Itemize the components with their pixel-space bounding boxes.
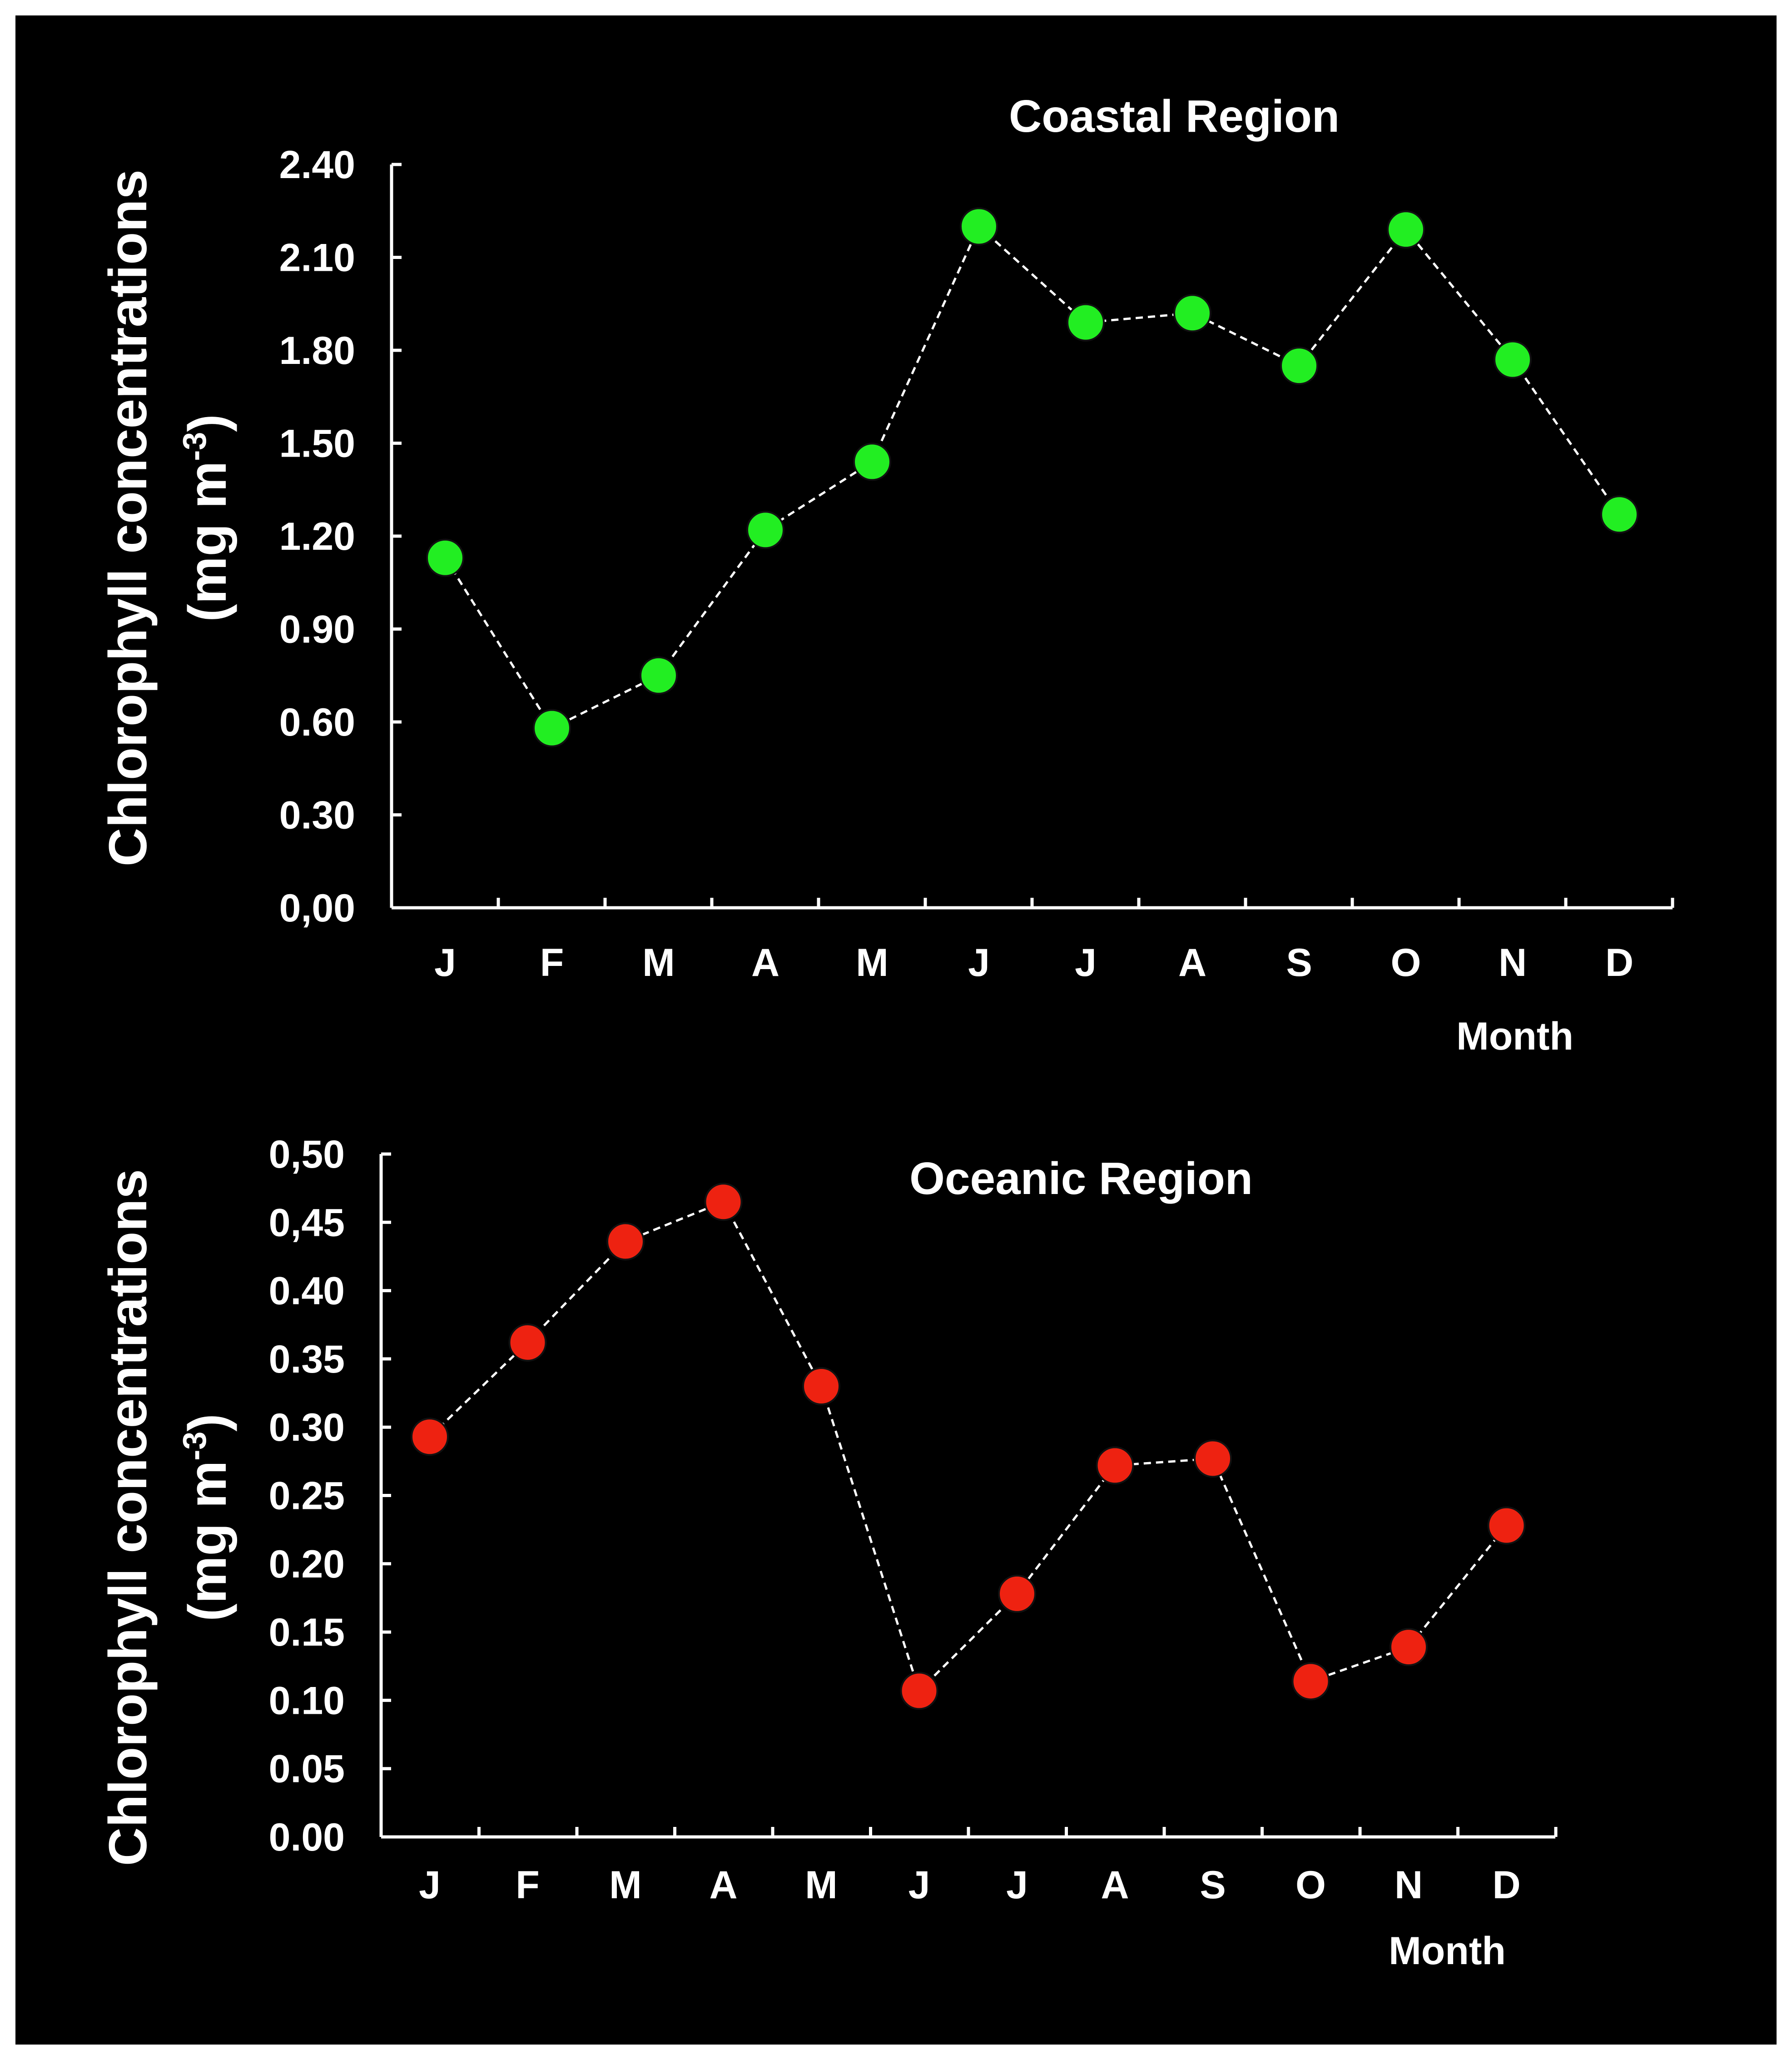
coastal-data-point <box>533 709 571 747</box>
oceanic-data-point <box>606 1222 645 1261</box>
oceanic-y-tick-label: 0.40 <box>269 1269 345 1313</box>
oceanic-y-axis-label: Chlorophyll concentrations (mg m-3) <box>98 1169 238 1866</box>
oceanic-x-tick-label: D <box>1492 1863 1520 1907</box>
oceanic-y-tick-label: 0,45 <box>269 1201 345 1244</box>
coastal-y-tick-label: 0,00 <box>279 886 355 930</box>
coastal-y-tick-label: 2.40 <box>279 143 355 187</box>
coastal-data-point <box>640 656 678 695</box>
coastal-y-axis-label-sup: -3 <box>177 432 213 461</box>
oceanic-x-tick-label: J <box>908 1863 930 1907</box>
oceanic-data-point <box>1291 1662 1330 1701</box>
coastal-y-tick-label: 2.10 <box>279 236 355 280</box>
oceanic-chart: Oceanic Region Chlorophyll concentration… <box>98 1133 1558 1973</box>
oceanic-y-tick-label: 0.00 <box>269 1816 345 1859</box>
oceanic-y-tick-label: 0.30 <box>269 1406 345 1449</box>
oceanic-x-tick-label: M <box>805 1863 838 1907</box>
coastal-x-tick-label: F <box>540 941 564 985</box>
coastal-y-ticks: 0,00 0.30 0.60 0.90 1.20 1.50 1.80 2.10 2.40 <box>279 143 402 930</box>
coastal-series-line <box>444 224 1621 730</box>
oceanic-data-point <box>900 1672 938 1710</box>
coastal-data-point <box>1494 340 1532 379</box>
oceanic-y-axis-label-sup: -3 <box>177 1432 213 1461</box>
coastal-x-tick-label: A <box>1178 941 1206 985</box>
oceanic-data-point <box>1487 1506 1526 1545</box>
coastal-y-axis-label-line2: (mg m-3) <box>177 414 238 622</box>
oceanic-data-point <box>704 1183 743 1221</box>
oceanic-series <box>411 1183 1526 1710</box>
oceanic-x-tick-label: J <box>1006 1863 1028 1907</box>
coastal-data-point <box>1600 495 1638 534</box>
coastal-y-axis-label: Chlorophyll concentrations (mg m-3) <box>98 169 238 866</box>
oceanic-y-tick-label: 0.35 <box>269 1338 345 1381</box>
oceanic-data-point <box>411 1418 449 1456</box>
figure-panel <box>15 15 1777 2045</box>
coastal-x-tick-label: J <box>434 941 456 985</box>
coastal-x-axis-label: Month <box>1456 1015 1574 1058</box>
coastal-data-point <box>746 511 784 549</box>
coastal-x-tick-label: S <box>1286 941 1312 985</box>
oceanic-x-tick-label: J <box>419 1863 441 1907</box>
oceanic-y-axis-label-line1: Chlorophyll concentrations <box>98 1169 158 1866</box>
oceanic-y-tick-label: 0.25 <box>269 1474 345 1518</box>
oceanic-y-axis-label-line2: (mg m-3) <box>177 1413 238 1621</box>
coastal-chart-title: Coastal Region <box>1009 91 1340 142</box>
oceanic-data-point <box>802 1367 840 1406</box>
coastal-y-tick-label: 1.50 <box>279 422 355 466</box>
oceanic-data-point <box>1194 1439 1232 1478</box>
coastal-y-tick-label: 0.60 <box>279 701 355 744</box>
oceanic-data-point <box>1096 1446 1134 1485</box>
oceanic-y-tick-label: 0.10 <box>269 1679 345 1722</box>
coastal-y-tick-label: 1.80 <box>279 329 355 373</box>
oceanic-y-axis-label-prefix: (mg m <box>178 1461 238 1622</box>
oceanic-series-line <box>429 1200 1508 1693</box>
coastal-x-tick-label: M <box>642 941 675 985</box>
coastal-data-point <box>1173 294 1211 333</box>
coastal-axes <box>390 164 1673 910</box>
oceanic-y-tick-label: 0.15 <box>269 1611 345 1654</box>
coastal-y-tick-label: 0.30 <box>279 794 355 837</box>
coastal-x-tick-label: N <box>1499 941 1527 985</box>
coastal-data-point <box>960 207 998 246</box>
coastal-data-point <box>1280 347 1318 385</box>
coastal-y-axis-label-suffix: ) <box>178 414 238 432</box>
coastal-y-axis-label-line1: Chlorophyll concentrations <box>98 169 158 866</box>
oceanic-y-tick-label: 0,50 <box>269 1133 345 1176</box>
oceanic-y-tick-label: 0.20 <box>269 1543 345 1586</box>
oceanic-data-point <box>998 1574 1036 1613</box>
coastal-chart: Coastal Region Chlorophyll concentration… <box>98 91 1674 1058</box>
oceanic-x-tick-label: A <box>709 1863 737 1907</box>
coastal-data-point <box>426 538 464 577</box>
coastal-data-point <box>853 443 891 481</box>
coastal-data-point <box>1387 210 1425 249</box>
oceanic-y-ticks: 0.00 0.05 0.10 0.15 0.20 0.25 0.30 0.35 0.40 0,45… <box>269 1133 391 1859</box>
coastal-x-tick-label: O <box>1391 941 1421 985</box>
oceanic-data-point <box>1390 1628 1428 1667</box>
coastal-data-point <box>1067 303 1105 342</box>
coastal-y-tick-label: 1.20 <box>279 515 355 558</box>
oceanic-x-tick-label: N <box>1395 1863 1423 1907</box>
coastal-x-tick-label: D <box>1605 941 1633 985</box>
oceanic-data-point <box>508 1323 547 1362</box>
oceanic-x-tick-label: O <box>1296 1863 1326 1907</box>
coastal-x-tick-label: A <box>751 941 779 985</box>
oceanic-x-axis-label: Month <box>1389 1929 1506 1973</box>
coastal-series <box>426 207 1638 747</box>
coastal-x-tick-label: M <box>856 941 889 985</box>
oceanic-x-tick-label: A <box>1101 1863 1129 1907</box>
coastal-x-tick-label: J <box>1075 941 1097 985</box>
oceanic-y-tick-label: 0.05 <box>269 1747 345 1791</box>
oceanic-chart-title: Oceanic Region <box>909 1153 1253 1204</box>
oceanic-x-tick-label: F <box>516 1863 540 1907</box>
oceanic-y-axis-label-suffix: ) <box>178 1413 238 1431</box>
oceanic-axes <box>379 1154 1555 1839</box>
coastal-y-tick-label: 0.90 <box>279 608 355 652</box>
coastal-x-tick-label: J <box>968 941 990 985</box>
coastal-y-axis-label-prefix: (mg m <box>178 461 238 622</box>
oceanic-x-tick-label: M <box>609 1863 642 1907</box>
oceanic-x-tick-label: S <box>1200 1863 1226 1907</box>
